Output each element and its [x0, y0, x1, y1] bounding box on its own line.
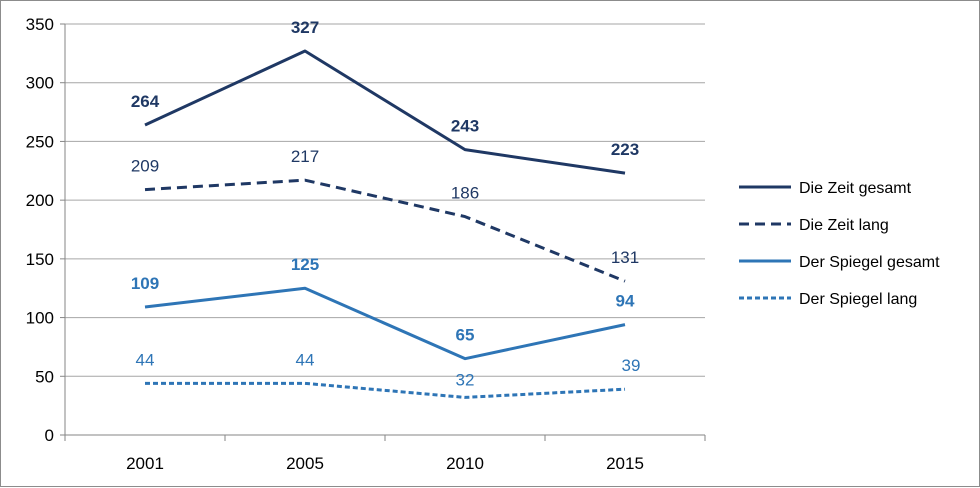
x-tick-label: 2001	[126, 454, 164, 473]
series-line-2	[144, 286, 626, 361]
axes: 0 50 100 150 200 250 300 350 2001 2005 2010 2015	[26, 15, 706, 473]
series-lines	[144, 49, 626, 399]
x-tick-label: 2005	[286, 454, 324, 473]
data-label: 217	[291, 147, 319, 166]
y-tick-label: 0	[45, 426, 54, 445]
series-line-1	[144, 178, 626, 283]
y-tick-label: 150	[26, 250, 54, 269]
x-tick-label: 2015	[606, 454, 644, 473]
legend-label: Die Zeit gesamt	[799, 180, 912, 197]
grid-lines	[65, 23, 705, 436]
series-line-3	[145, 381, 626, 399]
data-label: 44	[136, 350, 155, 369]
data-label: 32	[456, 370, 475, 389]
data-label: 209	[131, 157, 159, 176]
data-label: 109	[131, 274, 159, 293]
data-label: 125	[291, 255, 319, 274]
data-label: 39	[622, 356, 641, 375]
data-labels: 264 327 243 223 209 217 186 131 109 125 65 94 44 44 32…	[131, 18, 641, 389]
y-tick-label: 100	[26, 309, 54, 328]
data-label: 223	[611, 140, 639, 159]
data-label: 264	[131, 92, 160, 111]
y-tick-label: 200	[26, 191, 54, 210]
data-label: 44	[296, 350, 315, 369]
x-tick-label: 2010	[446, 454, 484, 473]
legend-label: Die Zeit lang	[799, 217, 889, 234]
data-label: 186	[451, 184, 479, 203]
legend-label: Der Spiegel lang	[799, 291, 917, 308]
legend-label: Der Spiegel gesamt	[799, 254, 940, 271]
y-tick-label: 350	[26, 15, 54, 34]
legend: Die Zeit gesamt Die Zeit lang Der Spiegel …	[739, 180, 940, 308]
series-line-0	[144, 49, 626, 175]
y-tick-label: 50	[35, 367, 54, 386]
data-label: 131	[611, 248, 639, 267]
data-label: 243	[451, 117, 479, 136]
data-label: 65	[456, 326, 475, 345]
y-tick-label: 300	[26, 74, 54, 93]
data-label: 327	[291, 18, 319, 37]
data-label: 94	[616, 292, 635, 311]
y-tick-label: 250	[26, 132, 54, 151]
